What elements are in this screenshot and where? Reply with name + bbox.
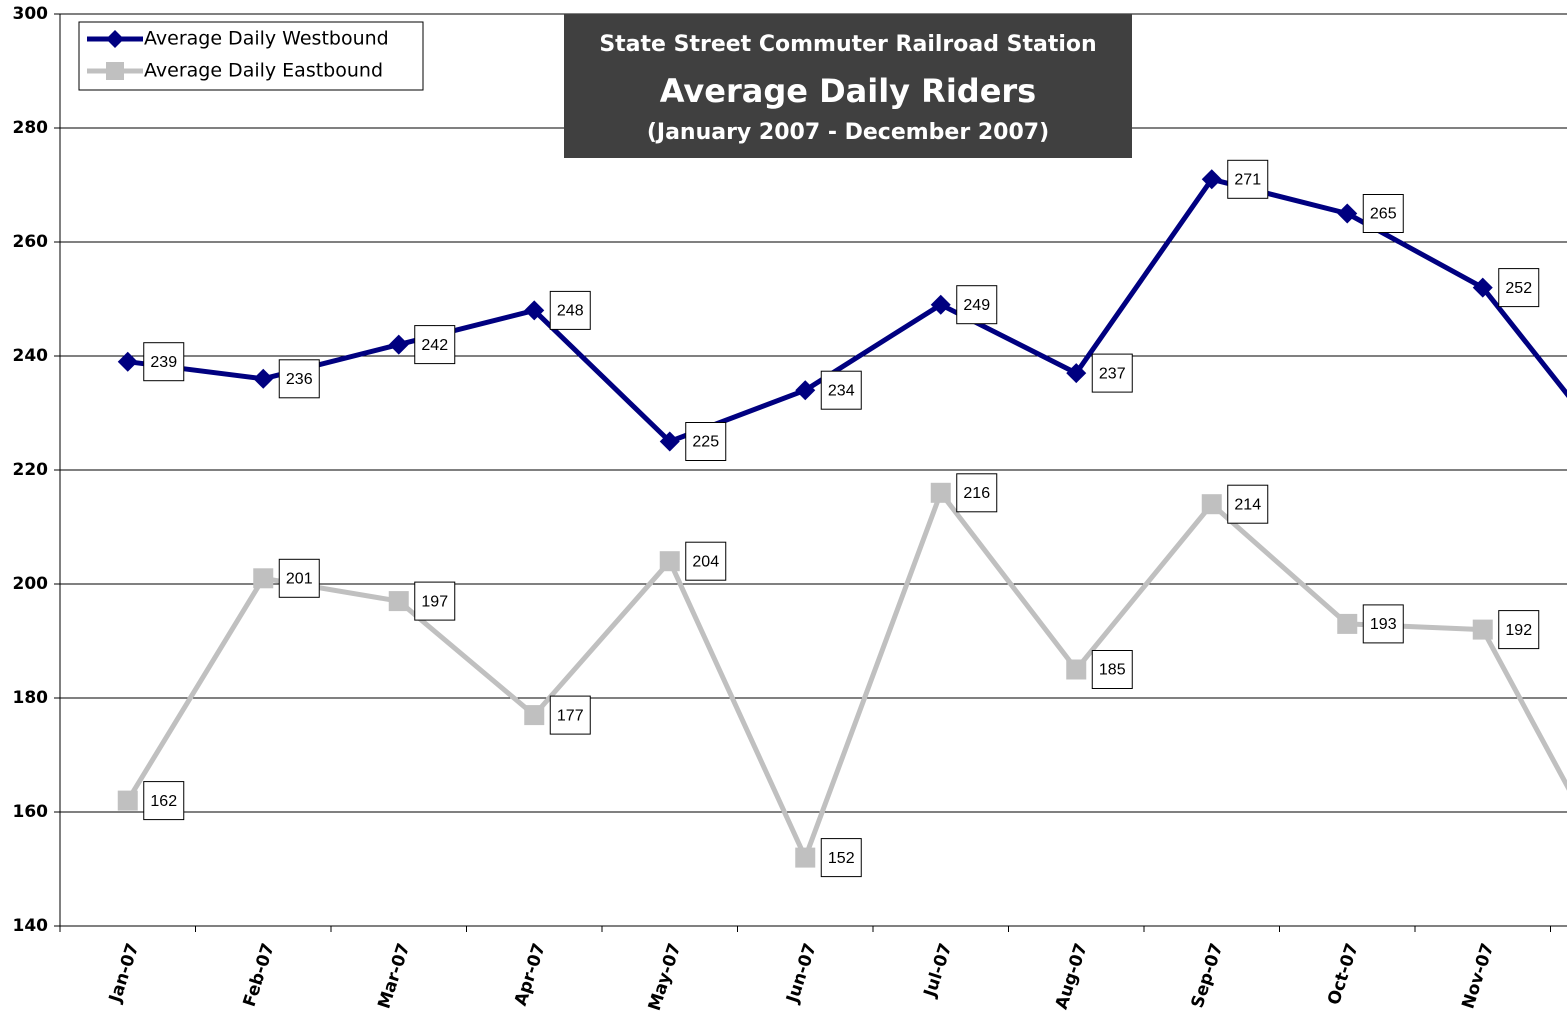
- marker: [1472, 277, 1493, 298]
- chart-note: (January 2007 - December 2007): [647, 120, 1049, 145]
- y-tick-label: 180: [13, 688, 49, 708]
- legend-marker: [106, 30, 124, 48]
- legend-label: Average Daily Eastbound: [144, 60, 383, 82]
- data-label: 271: [1234, 172, 1261, 189]
- data-label: 242: [421, 337, 448, 354]
- x-tick-label: Mar-07: [374, 941, 414, 1011]
- data-label: 216: [963, 485, 990, 502]
- data-label: 201: [286, 571, 313, 588]
- marker: [388, 334, 409, 355]
- marker: [388, 591, 409, 612]
- data-label-box: [685, 422, 727, 461]
- y-tick-label: 280: [13, 118, 49, 138]
- legend: [78, 21, 424, 91]
- marker: [795, 380, 816, 401]
- data-label: 234: [828, 382, 855, 399]
- data-label-box: [820, 838, 862, 878]
- x-tick-label: Jul-07: [920, 941, 956, 1000]
- data-label-box: [278, 558, 320, 598]
- y-tick-label: 300: [13, 4, 49, 24]
- data-label: 239: [150, 354, 177, 371]
- data-label: 225: [692, 434, 719, 451]
- data-label: 192: [1505, 622, 1532, 639]
- data-label: 265: [1370, 206, 1397, 223]
- data-label-box: [1091, 353, 1133, 393]
- data-label-box: [685, 541, 727, 581]
- data-label: 237: [1099, 365, 1126, 382]
- data-label: 248: [557, 303, 584, 320]
- chart-title: State Street Commuter Railroad Station: [599, 32, 1096, 57]
- marker: [1337, 203, 1358, 224]
- data-label-box: [1362, 194, 1404, 233]
- marker: [524, 705, 545, 726]
- marker: [1201, 169, 1222, 190]
- marker: [117, 790, 138, 811]
- x-tick-label: Jun-07: [783, 941, 821, 1006]
- data-label: 236: [286, 371, 313, 388]
- marker: [524, 300, 545, 321]
- marker: [1201, 494, 1222, 515]
- data-label-box: [549, 290, 591, 330]
- x-tick-label: May-07: [645, 941, 686, 1013]
- data-label-box: [1498, 268, 1540, 308]
- x-tick-label: Jan-07: [105, 941, 143, 1006]
- marker: [253, 368, 274, 389]
- x-tick-label: Aug-07: [1052, 941, 1092, 1012]
- y-tick-label: 240: [13, 346, 49, 366]
- marker: [659, 551, 680, 572]
- marker: [1337, 613, 1358, 634]
- data-label: 152: [828, 850, 855, 867]
- legend-label: Average Daily Westbound: [144, 28, 389, 50]
- marker: [1472, 619, 1493, 640]
- data-label: 162: [150, 793, 177, 810]
- data-label-box: [414, 325, 456, 365]
- data-label-box: [143, 781, 185, 821]
- y-tick-label: 260: [13, 232, 49, 252]
- data-label-box: [956, 285, 998, 325]
- chart-subtitle: Average Daily Riders: [660, 72, 1036, 110]
- marker: [253, 568, 274, 589]
- series-line: [125, 490, 1567, 861]
- x-tick-label: Nov-07: [1458, 941, 1498, 1012]
- data-label: 193: [1370, 616, 1397, 633]
- y-tick-label: 220: [13, 460, 49, 480]
- data-label-box: [820, 370, 862, 410]
- x-tick-label: Oct-07: [1324, 941, 1363, 1007]
- marker: [930, 482, 951, 503]
- y-tick-label: 200: [13, 574, 49, 594]
- y-tick-label: 160: [13, 802, 49, 822]
- marker: [1066, 363, 1087, 384]
- legend-marker: [106, 62, 124, 80]
- marker: [659, 431, 680, 452]
- data-label: 197: [421, 593, 448, 610]
- data-label-box: [414, 581, 456, 621]
- y-tick-label: 140: [13, 916, 49, 936]
- data-label: 252: [1505, 280, 1532, 297]
- data-label-box: [549, 695, 591, 735]
- data-label-box: [1227, 484, 1269, 524]
- data-label-box: [1498, 610, 1540, 650]
- data-label-box: [956, 473, 998, 513]
- x-tick-label: Apr-07: [511, 941, 550, 1008]
- x-tick-label: Feb-07: [240, 941, 279, 1009]
- data-label: 204: [692, 553, 719, 570]
- marker: [795, 847, 816, 868]
- series-line: [127, 176, 1567, 444]
- data-label: 214: [1234, 496, 1261, 513]
- data-label-box: [1362, 604, 1404, 644]
- data-label-box: [278, 359, 320, 399]
- marker: [1066, 659, 1087, 680]
- data-label: 185: [1099, 662, 1126, 679]
- marker: [930, 294, 951, 315]
- x-tick-label: Sep-07: [1188, 941, 1228, 1011]
- data-label-box: [1091, 650, 1133, 689]
- data-label-box: [1227, 159, 1269, 199]
- title-box: [564, 14, 1132, 158]
- marker: [117, 351, 138, 372]
- data-label-box: [143, 342, 185, 382]
- data-label: 249: [963, 297, 990, 314]
- data-label: 177: [557, 707, 584, 724]
